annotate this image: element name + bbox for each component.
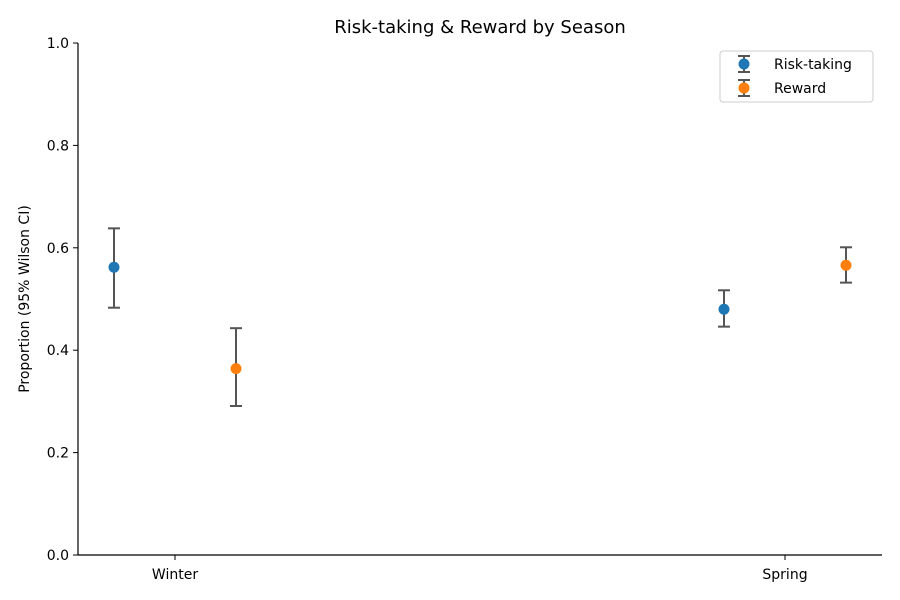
ticks: 0.0 0.2 0.4 0.6 0.8 1.0 Winter Spring: [47, 36, 808, 583]
legend-label: Reward: [774, 81, 826, 97]
marks: [108, 227, 852, 408]
errorbar-risk-taking: [718, 289, 730, 328]
legend-box: [719, 50, 874, 103]
errorbar-reward: [840, 246, 852, 284]
data-point: [230, 363, 242, 375]
y-tick-label: 0.2: [47, 446, 69, 462]
y-tick-label: 0.4: [47, 343, 69, 359]
axes: [77, 43, 882, 556]
legend-item: Risk-taking: [738, 55, 852, 73]
y-tick-label: 1.0: [47, 36, 69, 52]
data-point: [840, 259, 852, 271]
legend-marker: [738, 82, 750, 94]
errorbar-risk-taking: [108, 227, 120, 309]
y-axis-label: Proportion (95% Wilson CI): [17, 205, 33, 393]
y-tick-label: 0.6: [47, 241, 69, 257]
x-tick-label: Spring: [762, 567, 807, 583]
legend: Risk-taking Reward: [719, 50, 874, 103]
legend-marker: [738, 58, 750, 70]
y-tick-label: 0.0: [47, 548, 69, 564]
y-tick-label: 0.8: [47, 138, 69, 154]
x-tick-label: Winter: [152, 567, 198, 583]
data-point: [108, 261, 120, 273]
errorbar-reward: [230, 327, 242, 408]
chart-title: Risk-taking & Reward by Season: [334, 17, 626, 38]
data-point: [718, 303, 730, 315]
legend-item: Reward: [738, 79, 826, 97]
legend-label: Risk-taking: [774, 57, 852, 73]
